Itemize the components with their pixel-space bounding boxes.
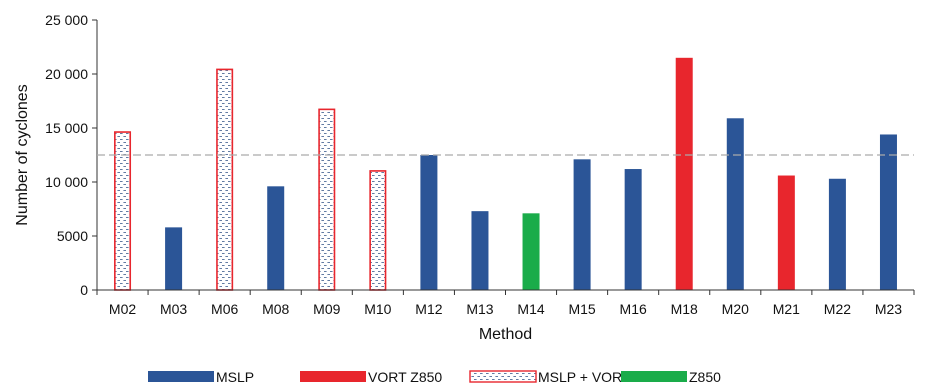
y-axis-title: Number of cyclones bbox=[14, 84, 31, 225]
legend: MSLP VORT Z850 MSLP + VORT Z850 bbox=[148, 369, 721, 385]
y-axis-ticks: 0 5000 10 000 15 000 20 000 25 000 bbox=[45, 12, 97, 298]
x-tick-label: M22 bbox=[824, 301, 851, 317]
bar-m02 bbox=[114, 131, 132, 291]
bar-m22 bbox=[828, 178, 846, 290]
bars bbox=[114, 57, 897, 291]
bar-m08 bbox=[267, 186, 285, 290]
x-tick-label: M06 bbox=[211, 301, 238, 317]
bar-m20 bbox=[726, 118, 744, 290]
y-tick-label: 25 000 bbox=[45, 12, 88, 28]
x-tick-label: M10 bbox=[364, 301, 391, 317]
legend-label: VORT Z850 bbox=[368, 369, 442, 385]
bar-m15 bbox=[573, 159, 591, 290]
x-tick-label: M12 bbox=[415, 301, 442, 317]
legend-label: Z850 bbox=[689, 369, 721, 385]
x-tick-label: M13 bbox=[466, 301, 493, 317]
bar-m18 bbox=[675, 57, 693, 290]
x-tick-label: M09 bbox=[313, 301, 340, 317]
bar-m16 bbox=[624, 169, 642, 290]
x-tick-label: M18 bbox=[671, 301, 698, 317]
x-axis-title: Method bbox=[479, 326, 532, 343]
legend-swatch bbox=[300, 371, 366, 382]
bar-m13 bbox=[471, 211, 489, 290]
bar-m12 bbox=[420, 155, 438, 290]
y-tick-label: 0 bbox=[80, 282, 88, 298]
y-tick-label: 20 000 bbox=[45, 66, 88, 82]
x-tick-label: M02 bbox=[109, 301, 136, 317]
x-tick-label: M21 bbox=[773, 301, 800, 317]
legend-swatch bbox=[469, 370, 537, 383]
legend-label: MSLP bbox=[216, 369, 254, 385]
y-tick-label: 15 000 bbox=[45, 120, 88, 136]
bar-m23 bbox=[879, 134, 897, 290]
bar-m03 bbox=[165, 227, 183, 290]
y-tick-label: 5000 bbox=[57, 228, 88, 244]
x-tick-label: M16 bbox=[620, 301, 647, 317]
x-tick-label: M15 bbox=[568, 301, 595, 317]
legend-swatch bbox=[621, 371, 687, 382]
x-tick-label: M14 bbox=[517, 301, 544, 317]
bar-m10 bbox=[369, 170, 387, 291]
legend-swatch bbox=[148, 371, 214, 382]
bar-m14 bbox=[522, 213, 540, 290]
bar-m09 bbox=[318, 108, 336, 291]
x-tick-label: M08 bbox=[262, 301, 289, 317]
x-tick-label: M03 bbox=[160, 301, 187, 317]
x-axis-ticks: M02 M03 M06 M08 M09 M10 M12 M13 M14 M15 M16 M18 M20 M… bbox=[96, 290, 915, 317]
x-tick-label: M23 bbox=[875, 301, 902, 317]
y-tick-label: 10 000 bbox=[45, 174, 88, 190]
x-tick-label: M20 bbox=[722, 301, 749, 317]
bar-m21 bbox=[777, 175, 795, 290]
legend-label: MSLP + VORT bbox=[538, 369, 631, 385]
bar-m06 bbox=[216, 68, 234, 291]
